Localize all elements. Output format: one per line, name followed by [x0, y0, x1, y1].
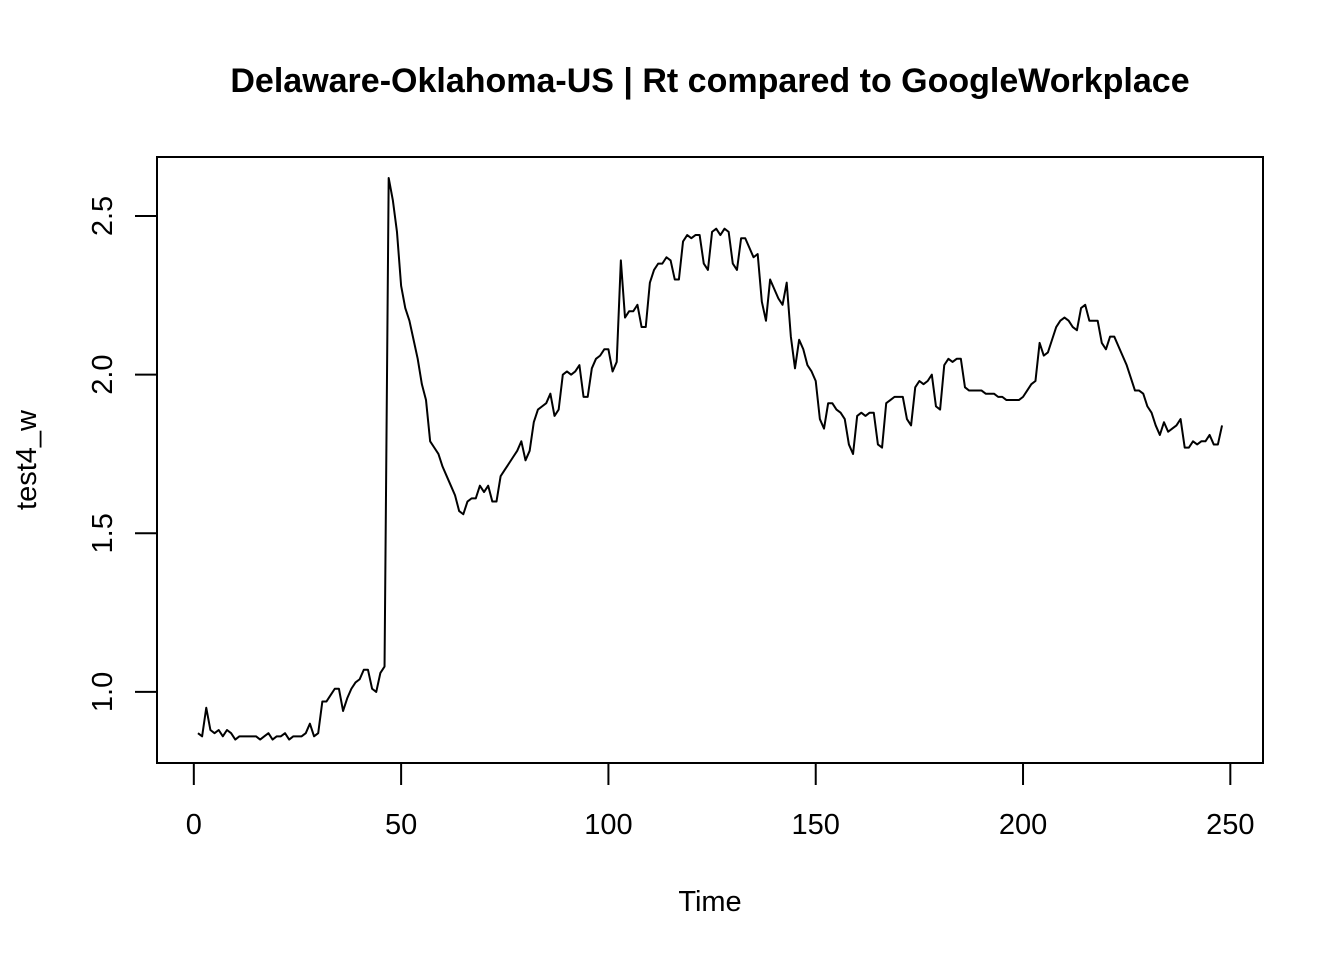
- y-tick-label: 1.5: [87, 513, 119, 553]
- y-tick-label: 2.0: [87, 354, 119, 394]
- x-tick-label: 150: [792, 809, 840, 841]
- x-axis-label: Time: [678, 886, 741, 918]
- data-line: [197, 176, 1224, 741]
- y-axis-label: test4_w: [11, 409, 43, 510]
- y-tick-label: 2.5: [87, 196, 119, 236]
- chart-title: Delaware-Oklahoma-US | Rt compared to Go…: [230, 62, 1189, 100]
- x-tick-label: 200: [999, 809, 1047, 841]
- x-tick-label: 250: [1206, 809, 1254, 841]
- x-tick-label: 100: [584, 809, 632, 841]
- y-tick-label: 1.0: [87, 672, 119, 712]
- x-tick-label: 50: [385, 809, 417, 841]
- x-tick-label: 0: [186, 809, 202, 841]
